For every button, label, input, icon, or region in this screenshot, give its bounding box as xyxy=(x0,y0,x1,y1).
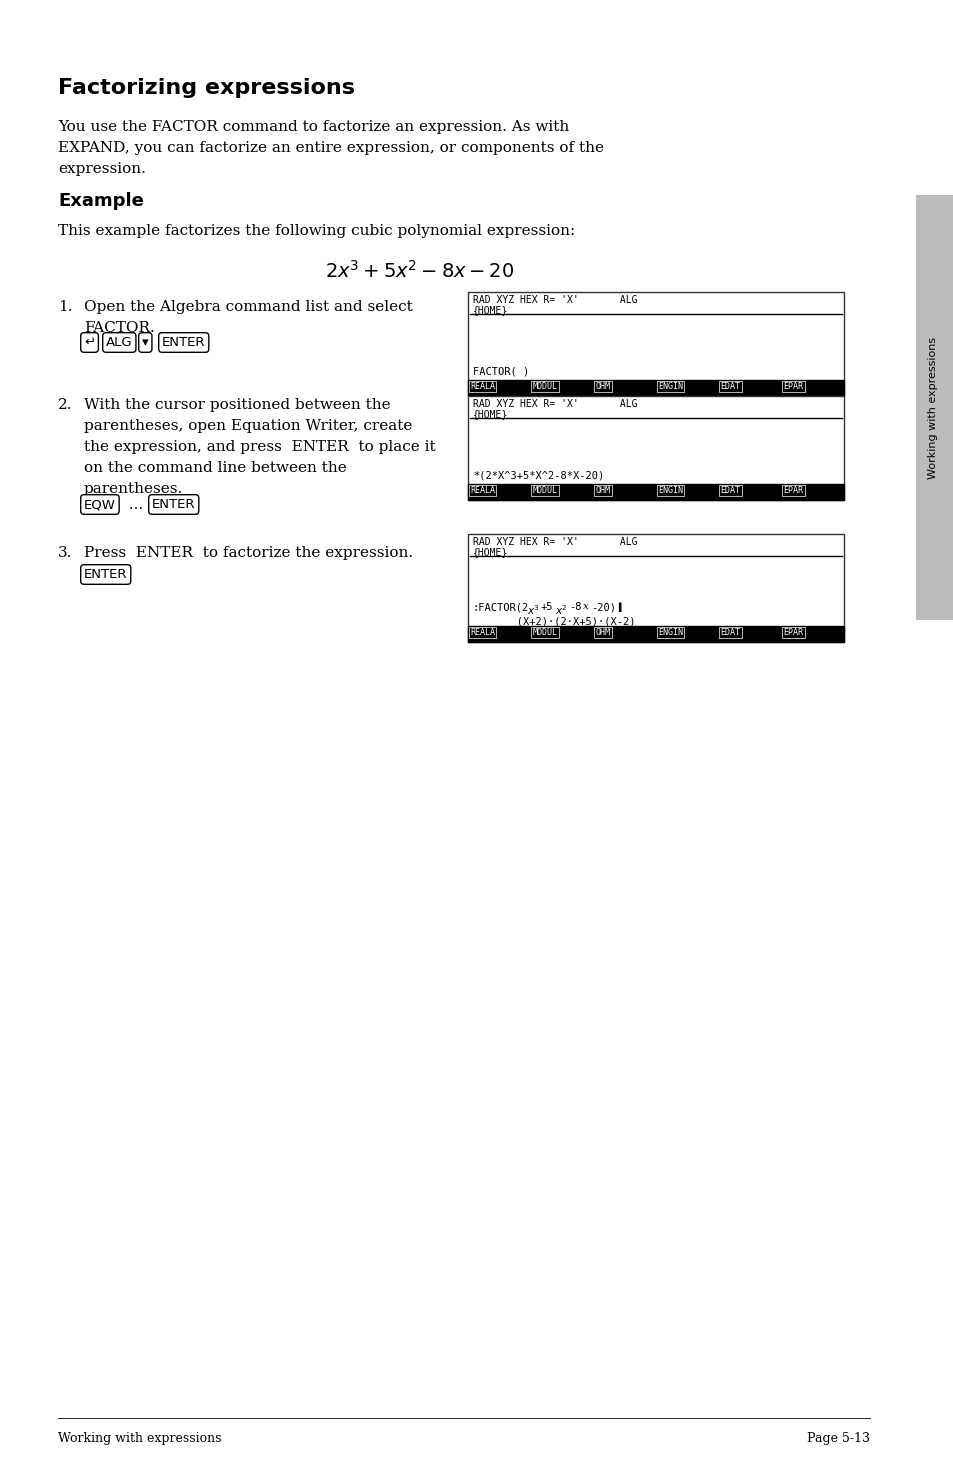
Text: :FACTOR(2: :FACTOR(2 xyxy=(473,602,529,612)
Text: OHM: OHM xyxy=(595,382,610,391)
Text: (X+2)·(2·X+5)·(X-2): (X+2)·(2·X+5)·(X-2) xyxy=(473,616,635,627)
Text: Open the Algebra command list and select: Open the Algebra command list and select xyxy=(84,300,413,313)
Text: RAD XYZ HEX R= 'X'       ALG: RAD XYZ HEX R= 'X' ALG xyxy=(473,537,637,548)
Text: Working with expressions: Working with expressions xyxy=(927,337,937,479)
Text: ...: ... xyxy=(124,498,143,512)
Text: RAD XYZ HEX R= 'X'       ALG: RAD XYZ HEX R= 'X' ALG xyxy=(473,400,637,408)
Text: 2.: 2. xyxy=(58,398,72,411)
Bar xyxy=(468,291,843,395)
Text: -8: -8 xyxy=(568,602,581,612)
Text: parentheses, open Equation Writer, create: parentheses, open Equation Writer, creat… xyxy=(84,419,412,433)
Text: 3.: 3. xyxy=(58,546,72,561)
Bar xyxy=(468,534,843,643)
Text: ▌: ▌ xyxy=(618,602,622,612)
Text: REALA: REALA xyxy=(470,382,495,391)
Text: RAD XYZ HEX R= 'X'       ALG: RAD XYZ HEX R= 'X' ALG xyxy=(473,296,637,305)
Text: the expression, and press  ENTER  to place it: the expression, and press ENTER to place… xyxy=(84,441,436,454)
Text: on the command line between the: on the command line between the xyxy=(84,461,346,474)
Text: FACTOR.: FACTOR. xyxy=(84,321,154,335)
Text: This example factorizes the following cubic polynomial expression:: This example factorizes the following cu… xyxy=(58,224,575,239)
Text: *(2*X^3+5*X^2-8*X-20): *(2*X^3+5*X^2-8*X-20) xyxy=(473,470,603,480)
Text: ENGIN: ENGIN xyxy=(658,382,682,391)
Text: MODUL: MODUL xyxy=(532,628,558,637)
Text: EPAR: EPAR xyxy=(782,628,802,637)
Text: ▾: ▾ xyxy=(142,337,149,348)
Text: OHM: OHM xyxy=(595,486,610,495)
Text: ↵: ↵ xyxy=(84,337,95,348)
Text: EPAR: EPAR xyxy=(782,382,802,391)
Text: {HOME}: {HOME} xyxy=(473,408,508,419)
Text: $2x^3 + 5x^2 - 8x - 20$: $2x^3 + 5x^2 - 8x - 20$ xyxy=(325,261,514,283)
Text: expression.: expression. xyxy=(58,163,146,176)
Text: You use the FACTOR command to factorize an expression. As with: You use the FACTOR command to factorize … xyxy=(58,120,569,135)
Text: With the cursor positioned between the: With the cursor positioned between the xyxy=(84,398,390,411)
Text: EQW: EQW xyxy=(84,498,115,511)
Text: Working with expressions: Working with expressions xyxy=(58,1432,221,1445)
Text: ENTER: ENTER xyxy=(162,337,205,348)
Text: ENTER: ENTER xyxy=(84,568,128,581)
Text: EXPAND, you can factorize an entire expression, or components of the: EXPAND, you can factorize an entire expr… xyxy=(58,141,603,155)
Bar xyxy=(915,195,953,619)
Text: EDAT: EDAT xyxy=(720,628,740,637)
Text: {HOME}: {HOME} xyxy=(473,548,508,556)
Text: Press  ENTER  to factorize the expression.: Press ENTER to factorize the expression. xyxy=(84,546,413,561)
Bar xyxy=(468,485,843,501)
Text: $x^3$: $x^3$ xyxy=(526,603,539,616)
Text: OHM: OHM xyxy=(595,628,610,637)
Text: ENGIN: ENGIN xyxy=(658,628,682,637)
Text: MODUL: MODUL xyxy=(532,382,558,391)
Bar xyxy=(468,395,843,501)
Text: Page 5-13: Page 5-13 xyxy=(806,1432,869,1445)
Text: parentheses.: parentheses. xyxy=(84,482,183,496)
Bar xyxy=(468,627,843,643)
Text: x: x xyxy=(582,602,588,610)
Text: ALG: ALG xyxy=(106,337,132,348)
Text: MODUL: MODUL xyxy=(532,486,558,495)
Text: REALA: REALA xyxy=(470,486,495,495)
Text: EPAR: EPAR xyxy=(782,486,802,495)
Text: Factorizing expressions: Factorizing expressions xyxy=(58,78,355,98)
Text: EDAT: EDAT xyxy=(720,382,740,391)
Text: -20): -20) xyxy=(590,602,616,612)
Text: REALA: REALA xyxy=(470,628,495,637)
Text: $x^2$: $x^2$ xyxy=(555,603,567,616)
Text: FACTOR( ): FACTOR( ) xyxy=(473,366,529,376)
Bar xyxy=(468,381,843,395)
Text: +5: +5 xyxy=(540,602,553,612)
Text: Example: Example xyxy=(58,192,144,209)
Text: ENGIN: ENGIN xyxy=(658,486,682,495)
Text: 1.: 1. xyxy=(58,300,72,313)
Text: EDAT: EDAT xyxy=(720,486,740,495)
Text: ENTER: ENTER xyxy=(152,498,195,511)
Text: {HOME}: {HOME} xyxy=(473,305,508,315)
